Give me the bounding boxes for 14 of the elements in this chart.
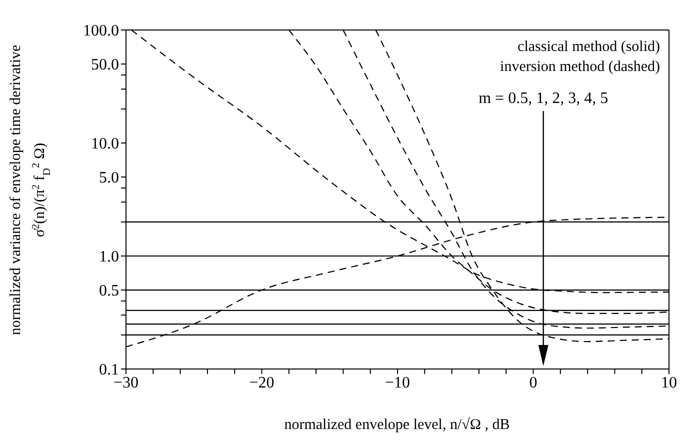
y-tick-label: 5.0 xyxy=(99,170,119,187)
x-axis-title: normalized envelope level, n/√Ω , dB xyxy=(284,417,510,433)
y-tick-label: 50.0 xyxy=(91,56,119,74)
x-tick-label: −20 xyxy=(249,374,274,392)
x-tick-label: −10 xyxy=(384,374,410,392)
x-tick-label: 10 xyxy=(661,374,677,392)
y-tick-label: 0.5 xyxy=(99,282,119,300)
annotation: classical method (solid) xyxy=(518,39,660,55)
y-tick-label: 1.0 xyxy=(99,248,119,266)
y-tick-label: 100.0 xyxy=(83,22,119,40)
annotation: inversion method (dashed) xyxy=(500,59,660,75)
y-tick-label: 10.0 xyxy=(91,136,119,153)
annotation: m = 0.5, 1, 2, 3, 4, 5 xyxy=(478,90,608,107)
x-tick-label: 0 xyxy=(529,374,538,392)
